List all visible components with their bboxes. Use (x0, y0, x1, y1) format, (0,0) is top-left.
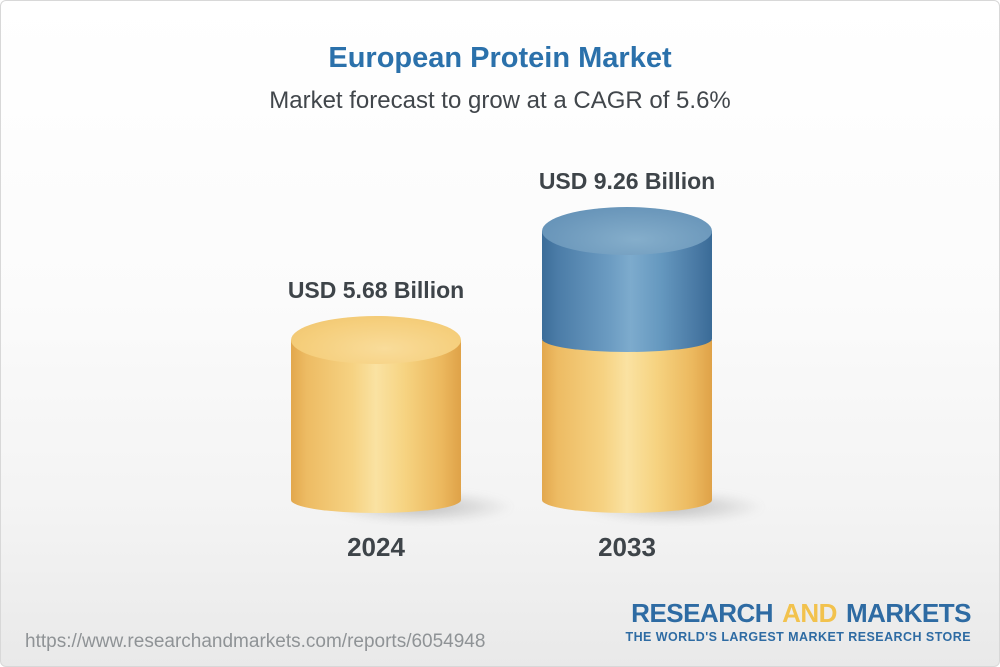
logo-word-markets: MARKETS (845, 598, 972, 628)
bar-2024-cylinder (291, 316, 513, 523)
bar-2024-segments (291, 340, 461, 513)
logo-word-and: AND (782, 598, 837, 628)
bar-2024-top-ellipse (291, 316, 461, 364)
chart-title: European Protein Market (328, 42, 672, 74)
report-url-link[interactable]: https://www.researchandmarkets.com/repor… (25, 631, 486, 652)
bar-2033-segments (542, 231, 712, 513)
bar-2033-top-ellipse (542, 207, 712, 255)
bar-2033-category-label: 2033 (598, 532, 656, 562)
bar-2024-value-label: USD 5.68 Billion (287, 277, 465, 303)
chart-subtitle: Market forecast to grow at a CAGR of 5.6… (269, 87, 731, 114)
bar-2033: USD 9.26 Billion 2033 (538, 1, 764, 562)
bar-2024: USD 5.68 Billion 2024 (287, 1, 513, 562)
logo-tagline: THE WORLD'S LARGEST MARKET RESEARCH STOR… (625, 630, 971, 644)
logo-wordmark: RESEARCH AND MARKETS (625, 600, 971, 626)
logo-word-research: RESEARCH (631, 598, 774, 628)
bar-segment-yellow (291, 340, 461, 513)
research-and-markets-logo[interactable]: RESEARCH AND MARKETS THE WORLD'S LARGEST… (625, 600, 971, 644)
bar-2033-cylinder (542, 207, 764, 523)
bar-2033-value-label: USD 9.26 Billion (538, 168, 716, 194)
bar-segment-yellow (542, 340, 712, 513)
bar-2024-category-label: 2024 (347, 532, 405, 562)
